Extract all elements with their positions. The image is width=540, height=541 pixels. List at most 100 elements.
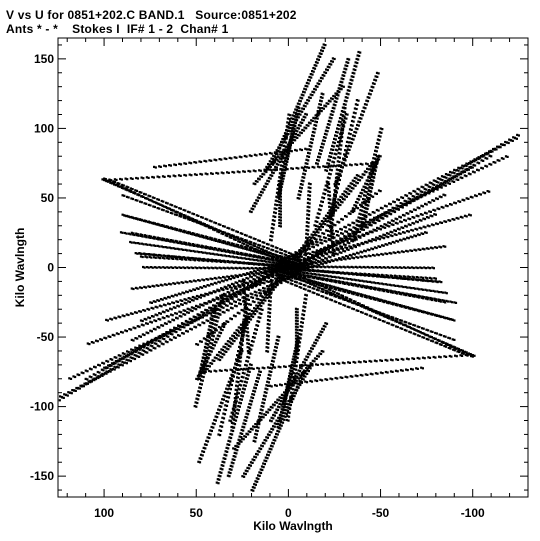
uv-point xyxy=(434,341,437,344)
uv-point xyxy=(239,253,242,256)
uv-point xyxy=(406,286,409,289)
uv-point xyxy=(307,285,310,288)
uv-point xyxy=(417,330,420,333)
uv-point xyxy=(384,276,387,279)
uv-point xyxy=(190,306,193,309)
uv-point xyxy=(255,291,258,294)
uv-point xyxy=(88,375,91,378)
uv-point xyxy=(90,341,93,344)
uv-point xyxy=(227,309,230,312)
uv-point xyxy=(421,356,425,359)
uv-point xyxy=(283,261,286,264)
uv-point xyxy=(323,165,327,168)
uv-point xyxy=(222,306,225,309)
uv-point xyxy=(438,355,441,358)
uv-point xyxy=(333,236,336,239)
uv-point xyxy=(316,253,319,256)
uv-point xyxy=(420,185,423,188)
uv-point xyxy=(171,209,174,212)
uv-point xyxy=(185,231,189,234)
uv-point xyxy=(357,174,360,177)
uv-point xyxy=(416,295,419,299)
uv-point xyxy=(274,253,277,256)
uv-point xyxy=(134,191,137,194)
uv-point xyxy=(463,351,466,354)
uv-point xyxy=(424,333,427,336)
uv-point xyxy=(300,261,303,264)
uv-point xyxy=(163,311,166,314)
uv-point xyxy=(285,275,288,278)
uv-point xyxy=(424,191,427,194)
uv-point xyxy=(389,358,393,361)
uv-point xyxy=(351,247,354,250)
uv-point xyxy=(350,278,354,281)
uv-point xyxy=(155,342,158,345)
uv-point xyxy=(335,241,338,244)
uv-point xyxy=(442,300,445,303)
uv-point xyxy=(153,205,156,209)
uv-point xyxy=(438,280,441,283)
uv-point xyxy=(232,244,235,247)
uv-point xyxy=(330,280,333,283)
uv-point xyxy=(231,334,234,337)
uv-point xyxy=(88,367,92,370)
uv-point xyxy=(222,172,225,175)
uv-point xyxy=(198,295,201,299)
uv-point xyxy=(411,357,414,360)
uv-point xyxy=(323,270,326,273)
uv-point xyxy=(422,186,425,189)
uv-point xyxy=(293,265,297,268)
uv-point xyxy=(244,239,247,242)
uv-point xyxy=(288,273,291,276)
uv-point xyxy=(130,197,133,200)
uv-point xyxy=(407,201,410,204)
uv-point xyxy=(178,310,181,313)
uv-point xyxy=(327,164,330,168)
uv-point xyxy=(304,275,307,278)
uv-point xyxy=(167,302,170,305)
uv-point xyxy=(215,357,218,360)
uv-point xyxy=(165,201,168,204)
uv-point xyxy=(246,272,249,275)
uv-point xyxy=(192,279,196,282)
uv-point xyxy=(356,292,359,295)
uv-point xyxy=(429,335,432,339)
uv-point xyxy=(322,363,325,366)
uv-point xyxy=(331,290,334,293)
uv-point xyxy=(325,274,328,277)
uv-point xyxy=(423,192,426,195)
uv-point xyxy=(441,299,444,302)
uv-point xyxy=(423,266,426,269)
uv-point xyxy=(161,324,165,327)
uv-point xyxy=(169,255,172,258)
uv-point xyxy=(492,161,495,164)
uv-point xyxy=(229,337,232,340)
uv-point xyxy=(302,279,305,282)
uv-point xyxy=(405,212,408,215)
uv-point xyxy=(175,228,178,231)
uv-point xyxy=(237,291,240,294)
uv-point xyxy=(336,240,339,243)
uv-point xyxy=(178,305,181,308)
uv-point xyxy=(310,257,313,260)
uv-point xyxy=(266,274,269,277)
uv-point xyxy=(392,210,395,213)
uv-point xyxy=(387,290,390,293)
uv-point xyxy=(198,258,202,261)
uv-point xyxy=(403,218,406,222)
uv-point xyxy=(146,243,149,246)
uv-point xyxy=(152,307,155,310)
uv-point xyxy=(496,145,499,148)
uv-point xyxy=(222,231,225,234)
uv-point xyxy=(483,154,486,157)
uv-point xyxy=(167,309,170,312)
uv-point xyxy=(425,296,428,299)
uv-point xyxy=(254,283,257,286)
uv-point xyxy=(274,268,277,271)
uv-point xyxy=(270,252,273,255)
uv-point xyxy=(225,347,228,350)
uv-point xyxy=(512,136,515,139)
uv-point xyxy=(374,311,378,314)
uv-point xyxy=(258,279,261,282)
uv-point xyxy=(126,178,129,181)
